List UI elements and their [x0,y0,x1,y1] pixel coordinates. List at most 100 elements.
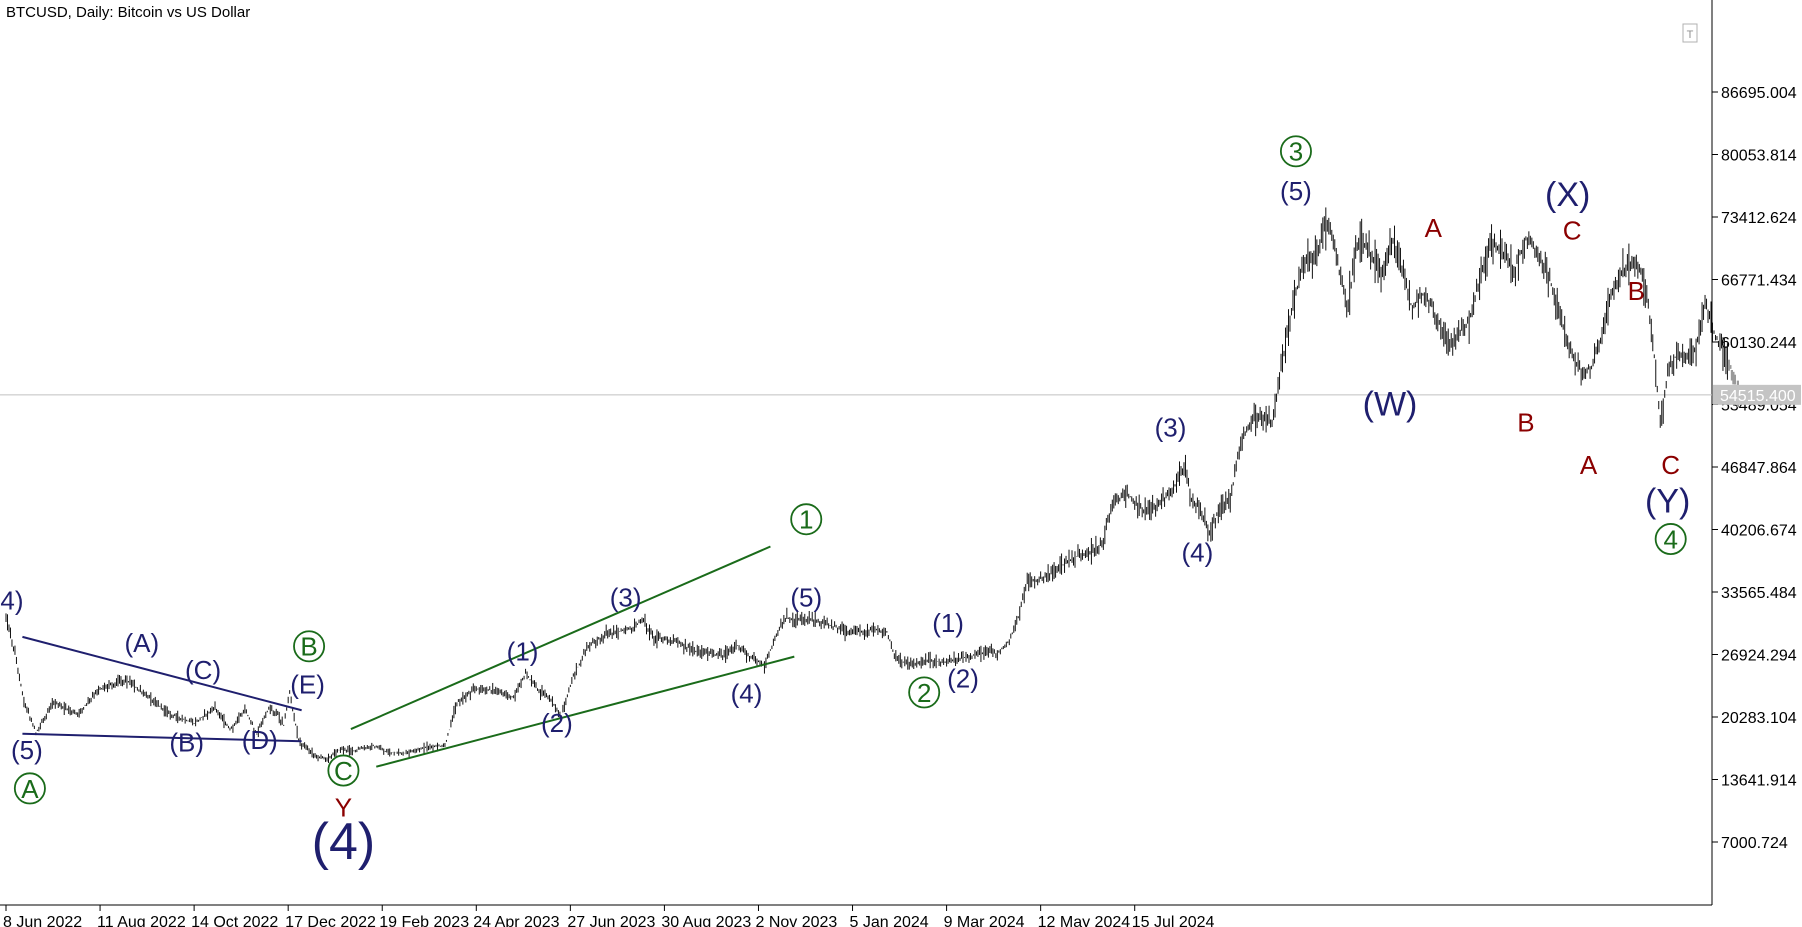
wave-label: (5) [1280,176,1312,206]
wave-label-text: (5) [790,583,822,613]
y-tick-label: 40206.674 [1721,523,1797,540]
wave-label: (E) [290,669,325,699]
x-tick-label: 30 Aug 2023 [661,914,751,927]
wave-label-text: (4) [1182,538,1214,568]
wave-label-text: C [1661,450,1680,480]
wave-label: (5) [790,583,822,613]
scroll-marker-label: T [1687,29,1694,41]
chart-title: BTCUSD, Daily: Bitcoin vs US Dollar [6,4,251,21]
x-tick-label: 12 May 2024 [1038,914,1131,927]
x-tick-label: 5 Jan 2024 [850,914,929,927]
wave-label: (4) [312,813,376,871]
y-tick-label: 13641.914 [1721,773,1797,790]
x-tick-label: 8 Jun 2022 [3,914,82,927]
wave-label: (2) [541,708,573,738]
wave-label: (W) [1363,386,1418,424]
wave-label: (Y) [1645,483,1690,521]
wave-label: (5) [11,735,43,765]
y-tick-label: 60130.244 [1721,335,1797,352]
wedge-line [350,545,771,730]
trend-lines [22,545,795,768]
wave-label-text: (B) [169,728,204,758]
wave-label: C [327,754,360,787]
wave-label: 1 [790,503,823,536]
wave-label: B [293,630,326,663]
wave-label: B [1628,276,1645,306]
wave-label: (C) [185,655,221,685]
wave-label-text: (1) [507,636,539,666]
y-tick-label: 86695.004 [1721,85,1797,102]
wave-label: 2 [908,676,941,709]
x-tick-label: 27 Jun 2023 [567,914,655,927]
y-tick-label: 66771.434 [1721,273,1797,290]
wave-label-text: 3 [1289,137,1303,167]
current-price-label: 54515.400 [1720,388,1796,405]
wave-label-text: 2 [917,678,931,708]
wave-label: Y [335,793,352,823]
y-tick-label: 46847.864 [1721,460,1797,477]
wave-label-text: (C) [185,655,221,685]
scroll-marker[interactable]: T [1682,23,1698,43]
wave-label-text: (2) [947,664,979,694]
current-price-tag: 54515.400 [1713,384,1801,405]
wave-label-text: (A) [125,628,160,658]
wave-label-text: A [1580,450,1598,480]
y-tick-label: 20283.104 [1721,710,1797,727]
wave-label: 4 [1654,523,1687,556]
wave-label: C [1563,216,1582,246]
x-tick-label: 2 Nov 2023 [755,914,837,927]
y-tick-label: 80053.814 [1721,148,1797,165]
wave-label-text: 4) [0,586,23,616]
x-tick-label: 17 Dec 2022 [285,914,376,927]
wave-label-text: B [1628,276,1645,306]
wave-label-text: (D) [242,725,278,755]
price-bars [5,207,1739,763]
wave-circle [908,676,941,709]
wave-circle [1654,523,1687,556]
wedge-line [376,655,795,768]
wave-label: A [13,772,46,805]
price-axis: 7000.724 13641.914 20283.104 26924.294 33565… [1712,85,1797,852]
wave-label-text: B [1517,408,1534,438]
wave-label: (1) [507,636,539,666]
wave-label-text: (4) [312,813,376,871]
wave-label: C [1661,450,1680,480]
wave-label-text: 1 [799,505,813,535]
wave-label: A [1425,213,1443,243]
wave-label: (2) [947,664,979,694]
wave-label-text: A [21,774,39,804]
wave-label: (4) [731,679,763,709]
triangle-line [22,732,302,743]
wave-label-text: (3) [610,583,642,613]
wave-label-text: A [1425,213,1443,243]
wave-label-text: (Y) [1645,483,1690,521]
wave-label-text: (3) [1155,412,1187,442]
wave-label: 4) [0,586,23,616]
x-tick-label: 9 Mar 2024 [944,914,1025,927]
wave-label: B [1517,408,1534,438]
wave-label-text: (2) [541,708,573,738]
x-tick-label: 19 Feb 2023 [379,914,469,927]
wave-label-text: (X) [1545,176,1590,214]
wave-label: (X) [1545,176,1590,214]
wave-labels: 4)(5)A(A)(B)(C)(D)B(E)CY(4)(1)(2)(3)(4)(… [0,135,1690,871]
wave-label-text: (4) [731,679,763,709]
wave-label: (D) [242,725,278,755]
x-tick-label: 24 Apr 2023 [473,914,559,927]
wave-label-text: (E) [290,669,325,699]
wave-label-text: (5) [1280,176,1312,206]
x-tick-label: 14 Oct 2022 [191,914,278,927]
wave-label: (3) [610,583,642,613]
y-tick-label: 7000.724 [1721,835,1788,852]
y-tick-label: 73412.624 [1721,210,1797,227]
x-tick-label: 11 Aug 2022 [97,914,186,927]
wave-label-text: (1) [932,608,964,638]
wave-label-text: 4 [1663,524,1677,554]
wave-circle [13,772,46,805]
wave-label: A [1580,450,1598,480]
wave-label: (4) [1182,538,1214,568]
y-tick-label: 33565.484 [1721,585,1797,602]
wave-label-text: Y [335,793,352,823]
wave-label-text: C [1563,216,1582,246]
